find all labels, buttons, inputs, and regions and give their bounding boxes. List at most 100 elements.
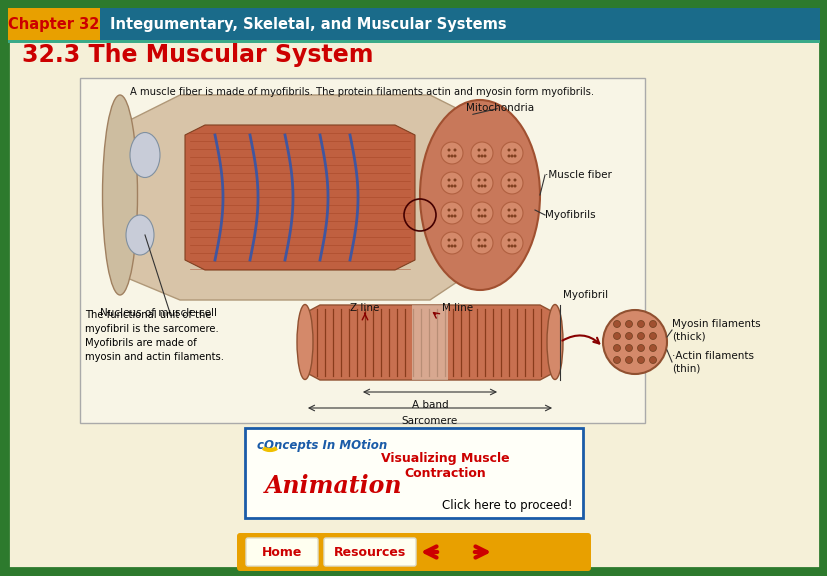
Circle shape (453, 209, 456, 211)
Circle shape (477, 179, 480, 181)
Circle shape (453, 184, 456, 188)
Text: Chapter 32: Chapter 32 (8, 17, 99, 32)
Circle shape (483, 238, 486, 241)
Circle shape (507, 149, 510, 151)
Circle shape (624, 344, 632, 351)
Circle shape (447, 179, 450, 181)
Text: Myofibrils: Myofibrils (544, 210, 595, 220)
Circle shape (483, 214, 486, 218)
Text: 32.3 The Muscular System: 32.3 The Muscular System (22, 43, 373, 67)
Circle shape (450, 154, 453, 157)
Circle shape (480, 184, 483, 188)
Circle shape (513, 179, 516, 181)
Circle shape (513, 244, 516, 248)
FancyBboxPatch shape (323, 538, 415, 566)
Circle shape (453, 179, 456, 181)
Circle shape (480, 244, 483, 248)
Circle shape (483, 244, 486, 248)
Circle shape (477, 154, 480, 157)
Circle shape (613, 357, 619, 363)
Circle shape (500, 142, 523, 164)
Circle shape (510, 154, 513, 157)
Circle shape (513, 154, 516, 157)
Circle shape (441, 172, 462, 194)
Circle shape (648, 344, 656, 351)
Circle shape (477, 238, 480, 241)
FancyBboxPatch shape (245, 428, 582, 518)
Circle shape (637, 357, 643, 363)
Circle shape (477, 149, 480, 151)
Text: Visualizing Muscle
Contraction: Visualizing Muscle Contraction (380, 452, 509, 480)
Circle shape (450, 184, 453, 188)
Circle shape (624, 332, 632, 339)
Bar (412, 305, 447, 380)
Circle shape (450, 244, 453, 248)
Circle shape (613, 344, 619, 351)
Circle shape (453, 214, 456, 218)
Text: Resources: Resources (333, 545, 405, 559)
Circle shape (477, 244, 480, 248)
Bar (8, 8, 100, 40)
Circle shape (624, 357, 632, 363)
Circle shape (441, 142, 462, 164)
Circle shape (510, 184, 513, 188)
Circle shape (447, 209, 450, 211)
Circle shape (453, 149, 456, 151)
Circle shape (602, 310, 667, 374)
Circle shape (513, 209, 516, 211)
Circle shape (480, 154, 483, 157)
Text: A band: A band (411, 400, 447, 410)
Circle shape (510, 214, 513, 218)
Circle shape (613, 320, 619, 328)
Text: Nucleus of muscle cell: Nucleus of muscle cell (100, 308, 217, 318)
Circle shape (471, 172, 492, 194)
Circle shape (483, 209, 486, 211)
Text: Myosin filaments
(thick): Myosin filaments (thick) (672, 319, 760, 341)
Circle shape (500, 232, 523, 254)
Circle shape (447, 214, 450, 218)
FancyBboxPatch shape (237, 533, 590, 571)
Ellipse shape (297, 305, 313, 380)
FancyBboxPatch shape (246, 538, 318, 566)
Circle shape (507, 154, 510, 157)
Circle shape (624, 320, 632, 328)
Circle shape (507, 244, 510, 248)
Circle shape (637, 344, 643, 351)
Circle shape (447, 244, 450, 248)
Circle shape (471, 232, 492, 254)
Polygon shape (304, 305, 554, 380)
Bar (80, 78, 644, 423)
Circle shape (447, 238, 450, 241)
Circle shape (450, 214, 453, 218)
Circle shape (648, 357, 656, 363)
Circle shape (483, 149, 486, 151)
Circle shape (613, 332, 619, 339)
Text: cOncepts In MOtion: cOncepts In MOtion (256, 439, 387, 453)
Text: Myofibril: Myofibril (562, 290, 607, 300)
Circle shape (483, 154, 486, 157)
Circle shape (483, 179, 486, 181)
Bar (8, 8, 819, 40)
Text: Click here to proceed!: Click here to proceed! (442, 499, 572, 513)
Text: A muscle fiber is made of myofibrils. The protein filaments actin and myosin for: A muscle fiber is made of myofibrils. Th… (131, 87, 594, 97)
Text: M line: M line (442, 303, 472, 313)
Text: ·Muscle fiber: ·Muscle fiber (544, 170, 611, 180)
Circle shape (453, 238, 456, 241)
Ellipse shape (130, 132, 160, 177)
Circle shape (441, 232, 462, 254)
Circle shape (507, 214, 510, 218)
Circle shape (507, 209, 510, 211)
Circle shape (637, 320, 643, 328)
Circle shape (637, 332, 643, 339)
Circle shape (447, 149, 450, 151)
Circle shape (513, 184, 516, 188)
Circle shape (447, 184, 450, 188)
Ellipse shape (547, 305, 562, 380)
Circle shape (648, 320, 656, 328)
Circle shape (453, 244, 456, 248)
Ellipse shape (126, 215, 154, 255)
Circle shape (453, 154, 456, 157)
Polygon shape (184, 125, 414, 270)
Circle shape (507, 184, 510, 188)
Text: Home: Home (261, 545, 302, 559)
